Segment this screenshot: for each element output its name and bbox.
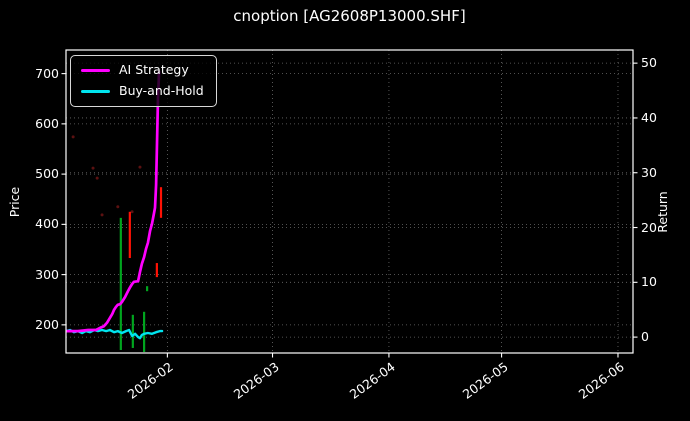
price-tick-label: 200 (35, 316, 59, 332)
price-tick-label: 600 (35, 115, 59, 131)
price-tick-label: 500 (35, 166, 59, 182)
return-tick-label: 50 (641, 55, 657, 71)
legend-entry-buy-and-hold: Buy-and-Hold (81, 84, 204, 98)
scatter-dot (116, 205, 120, 209)
series-buy-and-hold (66, 328, 164, 340)
chart-title: cnoption [AG2608P13000.SHF] (233, 7, 466, 25)
legend-label: AI Strategy (119, 62, 189, 77)
legend: AI Strategy Buy-and-Hold (70, 55, 217, 107)
price-tick-label: 400 (35, 216, 59, 232)
scatter-dot (100, 213, 104, 217)
price-axis-label: Price (7, 186, 22, 218)
scatter-dot (71, 135, 75, 139)
scatter-dot (130, 210, 134, 214)
ai-strategy-line-swatch (81, 68, 110, 72)
price-marks-layer (71, 135, 163, 352)
return-tick-label: 30 (641, 164, 657, 180)
scatter-dot (138, 165, 142, 169)
scatter-dot (95, 176, 99, 180)
series-ai-strategy (66, 70, 161, 333)
return-tick-label: 40 (641, 109, 657, 125)
price-tick-label: 300 (35, 266, 59, 282)
return-tick-label: 10 (641, 274, 657, 290)
legend-entry-ai-strategy: AI Strategy (81, 63, 204, 77)
scatter-dot (91, 166, 95, 170)
return-tick-label: 20 (641, 219, 657, 235)
return-axis-label: Return (655, 191, 670, 233)
legend-label: Buy-and-Hold (119, 83, 204, 98)
price-tick-label: 700 (35, 65, 59, 81)
buy-and-hold-line-swatch (81, 89, 110, 93)
grid-layer (66, 50, 633, 353)
return-tick-label: 0 (641, 329, 649, 345)
axis-tick-marks (61, 62, 638, 358)
plot-frame (65, 49, 634, 354)
